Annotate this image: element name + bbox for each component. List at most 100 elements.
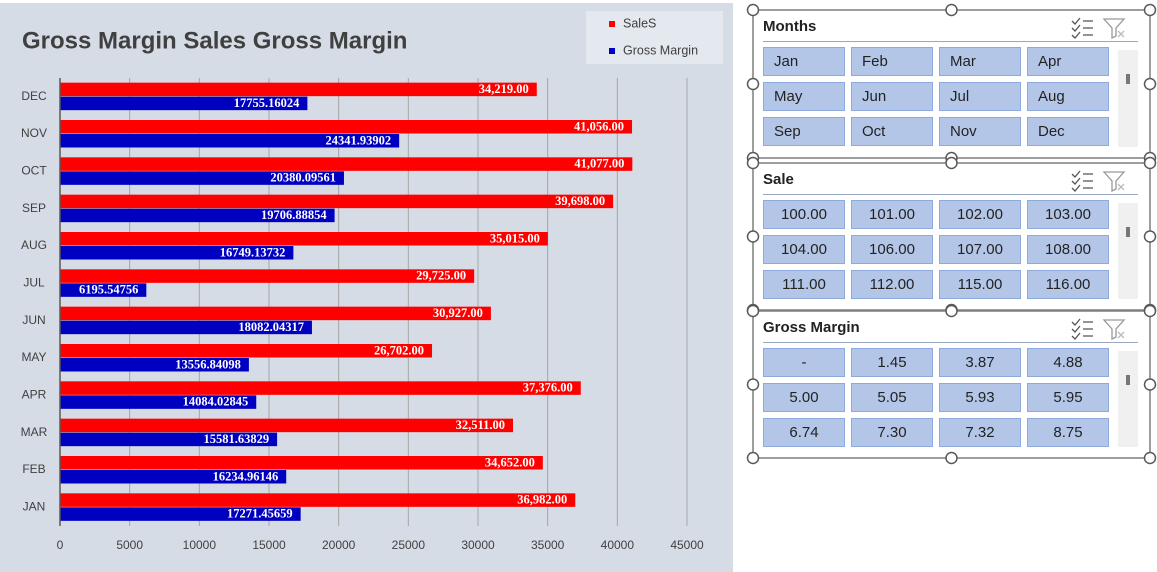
x-tick-label: 20000 xyxy=(322,538,356,552)
bar xyxy=(60,269,475,283)
slicer-item[interactable]: 107.00 xyxy=(939,235,1021,264)
slicer: Gross Margin -1.45 3.87 4.88 5.00 5.05 5.93 5.9… xyxy=(755,311,1148,457)
slicer-item[interactable]: Jul xyxy=(939,82,1021,111)
slicer-item[interactable]: Feb xyxy=(851,47,933,76)
slicer-item[interactable]: 111.00 xyxy=(763,270,845,299)
bar xyxy=(60,432,278,447)
slicer-buttons: Jan Feb Mar Apr May Jun Jul Aug Sep Oct Nov Dec xyxy=(763,47,1113,157)
slicer-item[interactable]: Jan xyxy=(763,47,845,76)
bar xyxy=(60,208,335,223)
slicer-item[interactable]: Oct xyxy=(851,117,933,146)
scrollbar[interactable] xyxy=(1118,351,1138,447)
slicer-item[interactable]: 103.00 xyxy=(1027,200,1109,229)
slicer-item[interactable]: 6.74 xyxy=(763,418,845,447)
data-label: 29,725.00 xyxy=(416,269,466,283)
bar xyxy=(60,246,294,260)
slicer-item[interactable]: 5.95 xyxy=(1027,383,1109,412)
slicer-item[interactable]: 5.05 xyxy=(851,383,933,412)
slicer-item[interactable]: Sep xyxy=(763,117,845,146)
bar xyxy=(60,507,301,521)
scrollbar[interactable] xyxy=(1118,50,1138,147)
slicer-title: Sale xyxy=(763,171,794,188)
bar xyxy=(60,320,312,335)
bar xyxy=(60,358,249,372)
scrollbar[interactable] xyxy=(1118,203,1138,299)
slicer-item[interactable]: Jun xyxy=(851,82,933,111)
data-label: 19706.88854 xyxy=(261,208,327,222)
slicer-item[interactable]: 7.32 xyxy=(939,418,1021,447)
slicer-item[interactable]: 108.00 xyxy=(1027,235,1109,264)
data-label: 34,652.00 xyxy=(485,455,535,469)
x-tick-label: 10000 xyxy=(183,538,217,552)
slicer-icons-graphic[interactable] xyxy=(1070,168,1130,193)
slicer-item[interactable]: May xyxy=(763,82,845,111)
slicer-item[interactable]: Dec xyxy=(1027,117,1109,146)
slicer-item[interactable]: 1.45 xyxy=(851,348,933,377)
slicer-item[interactable]: Aug xyxy=(1027,82,1109,111)
slicer-buttons: -1.45 3.87 4.88 5.00 5.05 5.93 5.95 6.74 7.30 7.3… xyxy=(763,348,1113,457)
slicer-item[interactable]: 8.75 xyxy=(1027,418,1109,447)
bar xyxy=(60,120,633,134)
bar xyxy=(60,344,433,358)
slicer-item[interactable]: 104.00 xyxy=(763,235,845,264)
data-label: 34,219.00 xyxy=(479,82,529,96)
bar xyxy=(60,395,257,409)
slicer-item[interactable]: Mar xyxy=(939,47,1021,76)
y-tick-label: JAN xyxy=(23,500,46,514)
slicer-item[interactable]: 101.00 xyxy=(851,200,933,229)
bar xyxy=(60,171,344,185)
slicer-item[interactable]: 4.88 xyxy=(1027,348,1109,377)
legend-label: Gross Margin xyxy=(623,43,698,57)
scroll-thumb xyxy=(1126,227,1130,237)
slicer-icons xyxy=(1070,15,1130,44)
bar xyxy=(60,418,513,433)
y-tick-label: MAR xyxy=(21,425,48,439)
slicer-item[interactable]: Nov xyxy=(939,117,1021,146)
data-label: 41,056.00 xyxy=(574,119,624,133)
chart-title: Gross Margin Sales Gross Margin xyxy=(22,27,407,54)
bar xyxy=(60,134,400,148)
slicer-item[interactable]: Apr xyxy=(1027,47,1109,76)
x-tick-label: 45000 xyxy=(670,538,704,552)
slicer-title: Months xyxy=(763,18,817,35)
slicer-item[interactable]: 116.00 xyxy=(1027,270,1109,299)
data-label: 16234.96146 xyxy=(213,469,279,483)
slicer-icons-graphic[interactable] xyxy=(1070,316,1130,341)
slicer-item[interactable]: 7.30 xyxy=(851,418,933,447)
slicer-buttons: 100.00 101.00 102.00 103.00 104.00 106.00 107.… xyxy=(763,200,1113,309)
slicer-item[interactable]: 112.00 xyxy=(851,270,933,299)
y-tick-label: AUG xyxy=(21,238,47,252)
bar xyxy=(60,306,491,321)
y-tick-label: FEB xyxy=(22,462,45,476)
data-label: 39,698.00 xyxy=(555,194,605,208)
legend-swatch xyxy=(609,48,615,54)
slicer-item[interactable]: 5.93 xyxy=(939,383,1021,412)
slicer-icons-graphic[interactable] xyxy=(1070,15,1130,40)
slicer: Sale 100.00 101.00 102.00 103.00 104.00 106.00… xyxy=(755,163,1148,309)
bar xyxy=(60,381,581,395)
bar xyxy=(60,82,537,97)
legend-label: SaleS xyxy=(623,16,656,30)
data-label: 37,376.00 xyxy=(523,381,573,395)
y-tick-label: APR xyxy=(22,388,47,402)
bar xyxy=(60,493,576,507)
x-tick-label: 30000 xyxy=(461,538,495,552)
slicer-item[interactable]: 5.00 xyxy=(763,383,845,412)
slicer-item[interactable]: 100.00 xyxy=(763,200,845,229)
slicer-item[interactable]: - xyxy=(763,348,845,377)
data-label: 30,927.00 xyxy=(433,306,483,320)
legend-swatch xyxy=(609,21,615,27)
x-tick-label: 35000 xyxy=(531,538,565,552)
slicer-item[interactable]: 3.87 xyxy=(939,348,1021,377)
data-label: 18082.04317 xyxy=(238,320,304,334)
bar xyxy=(60,157,633,171)
data-label: 24341.93902 xyxy=(326,133,392,147)
slicer-title: Gross Margin xyxy=(763,319,860,336)
slicer-item[interactable]: 115.00 xyxy=(939,270,1021,299)
y-tick-label: JUL xyxy=(23,276,45,290)
slicer-item[interactable]: 102.00 xyxy=(939,200,1021,229)
bar xyxy=(60,96,308,111)
bar xyxy=(60,456,543,470)
slicer-item[interactable]: 106.00 xyxy=(851,235,933,264)
slicer-icons xyxy=(1070,316,1130,345)
